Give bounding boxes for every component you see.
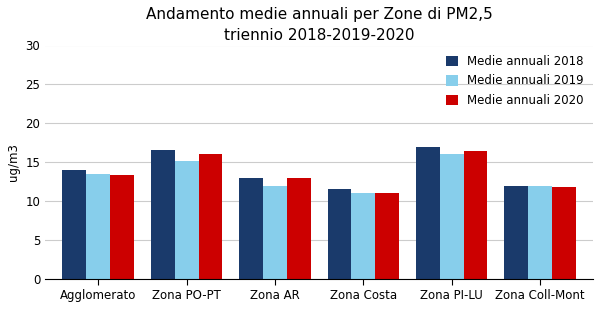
Bar <box>175 160 199 279</box>
Bar <box>110 175 134 279</box>
Bar <box>86 174 110 279</box>
Bar <box>62 170 86 279</box>
Bar <box>464 151 487 279</box>
Bar <box>552 187 576 279</box>
Bar <box>352 193 375 279</box>
Bar <box>287 178 311 279</box>
Bar <box>416 146 440 279</box>
Y-axis label: ug/m3: ug/m3 <box>7 143 20 181</box>
Bar <box>328 189 352 279</box>
Bar <box>440 154 464 279</box>
Bar <box>528 186 552 279</box>
Legend: Medie annuali 2018, Medie annuali 2019, Medie annuali 2020: Medie annuali 2018, Medie annuali 2019, … <box>442 51 587 111</box>
Bar <box>375 193 399 279</box>
Bar <box>263 186 287 279</box>
Bar <box>199 154 223 279</box>
Title: Andamento medie annuali per Zone di PM2,5
triennio 2018-2019-2020: Andamento medie annuali per Zone di PM2,… <box>146 7 493 43</box>
Bar <box>239 178 263 279</box>
Bar <box>151 150 175 279</box>
Bar <box>504 186 528 279</box>
